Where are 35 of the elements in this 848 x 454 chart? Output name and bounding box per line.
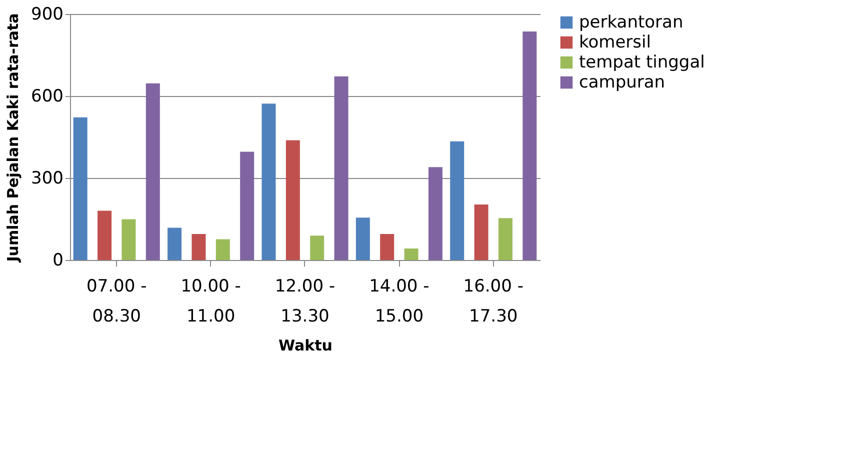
bar — [380, 234, 394, 260]
bar — [334, 76, 348, 260]
bar — [146, 83, 160, 260]
bar — [450, 141, 464, 260]
bar — [262, 104, 276, 260]
bar — [122, 219, 136, 260]
x-tick-label: 16.00 - 17.30 — [463, 276, 524, 326]
x-axis-title: Waktu — [278, 336, 332, 354]
bar — [404, 248, 418, 260]
bar — [498, 218, 512, 260]
bar — [192, 234, 206, 260]
bar — [428, 167, 442, 260]
x-tick-label: 10.00 - 11.00 — [180, 276, 241, 326]
bar — [522, 31, 537, 260]
x-tick-label: 07.00 - 08.30 — [86, 276, 147, 326]
legend-label: campuran — [579, 72, 666, 92]
legend-label: komersil — [579, 32, 651, 52]
bar — [73, 117, 88, 260]
bar — [216, 239, 230, 260]
legend-label: perkantoran — [579, 12, 684, 32]
y-tick-label: 300 — [31, 168, 64, 188]
bar — [286, 140, 300, 260]
bar — [168, 228, 182, 260]
legend-label: tempat tinggal — [579, 52, 705, 72]
bar — [240, 152, 254, 260]
bar — [356, 218, 370, 260]
y-axis-title: Jumlah Pejalan Kaki rata-rata — [4, 13, 22, 263]
x-tick-label: 14.00 - 15.00 — [369, 276, 430, 326]
y-tick-label: 0 — [52, 250, 64, 270]
y-tick-label: 900 — [31, 4, 64, 24]
bar — [98, 210, 112, 260]
x-tick-label: 12.00 - 13.30 — [274, 276, 336, 326]
bar — [310, 236, 324, 260]
y-tick-label: 600 — [31, 86, 64, 106]
bar — [474, 204, 488, 260]
